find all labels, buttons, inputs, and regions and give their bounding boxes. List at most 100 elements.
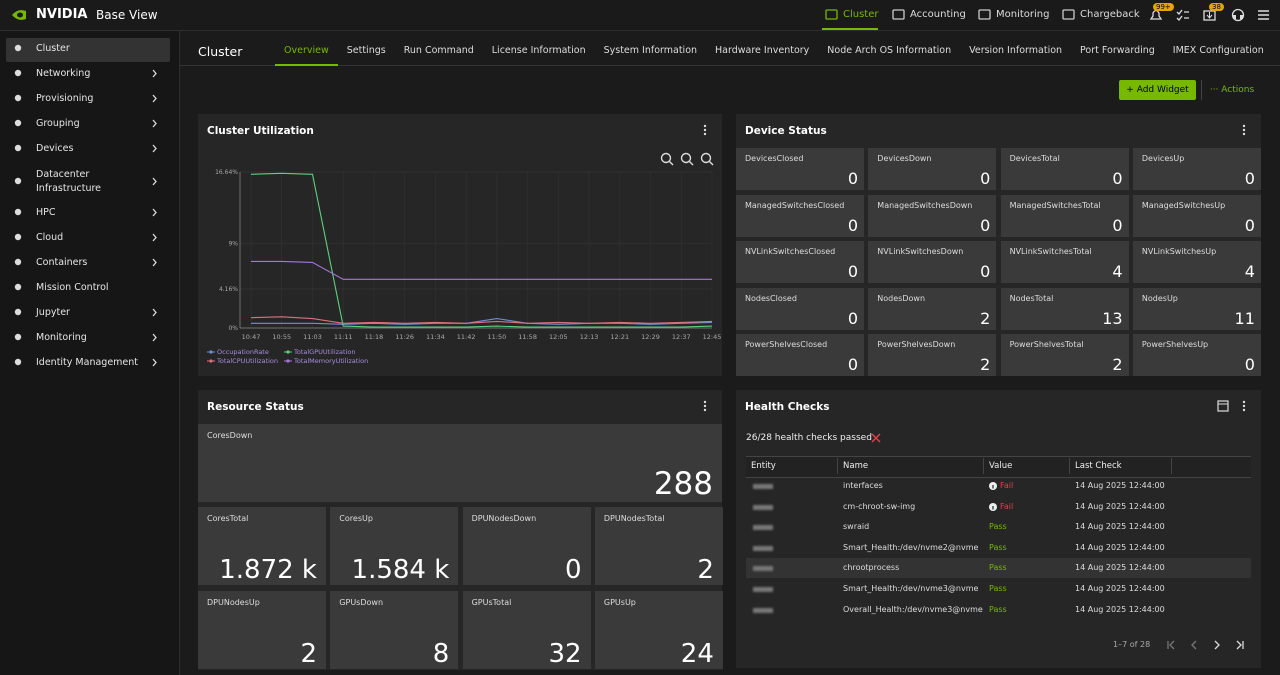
prev-page[interactable]: [1189, 640, 1203, 654]
chevron[interactable]: [150, 94, 164, 108]
fail-icon: [871, 433, 885, 447]
nav-link[interactable]: Chargeback: [1080, 9, 1140, 20]
card-menu[interactable]: [701, 400, 715, 414]
tab[interactable]: Settings: [338, 45, 395, 64]
sidebar-item[interactable]: Cloud: [36, 232, 63, 243]
tab[interactable]: Port Forwarding: [1071, 45, 1164, 64]
tasks[interactable]: [1176, 8, 1190, 22]
add-widget-button[interactable]: + Add Widget: [1119, 80, 1196, 100]
chevron[interactable]: [150, 144, 164, 158]
legend-label: TotalGPUUtilization: [293, 348, 355, 356]
sidebar-item[interactable]: Datacenter Infrastructure: [36, 168, 116, 196]
tile-value: 1.872 k: [219, 555, 317, 585]
sidebar-item[interactable]: Mission Control: [36, 282, 109, 293]
nav-icon: [825, 8, 839, 22]
sidebar-item[interactable]: Devices: [36, 143, 73, 154]
x-tick-label: 11:18: [365, 333, 384, 341]
tab[interactable]: IMEX Configuration: [1164, 45, 1273, 64]
tile-value: 2: [300, 639, 317, 669]
y-tick-label: 0%: [228, 325, 238, 332]
tab[interactable]: Version Information: [960, 45, 1071, 64]
tile-label: GPUsDown: [339, 598, 383, 607]
chevron[interactable]: [150, 358, 164, 372]
x-tick-label: 12:29: [641, 333, 660, 341]
status-tile: DevicesTotal0: [1001, 148, 1129, 190]
x-tick-label: 12:05: [549, 333, 568, 341]
tab[interactable]: Overview: [275, 45, 338, 66]
sidebar-item[interactable]: Jupyter: [36, 307, 70, 318]
chevron[interactable]: [150, 119, 164, 133]
sidebar-item[interactable]: Networking: [36, 68, 90, 79]
tab[interactable]: System Information: [595, 45, 706, 64]
sidebar-icon: [14, 233, 28, 247]
x-tick-label: 11:58: [518, 333, 537, 341]
table-view[interactable]: [1217, 400, 1231, 414]
legend-label: TotalMemoryUtilization: [293, 357, 368, 365]
tile-value: 0: [848, 309, 858, 328]
chevron[interactable]: [150, 233, 164, 247]
chevron[interactable]: [150, 333, 164, 347]
tile-label: DPUNodesDown: [472, 514, 537, 523]
entity-redacted: [753, 587, 773, 592]
x-tick-label: 11:42: [457, 333, 476, 341]
tile-label: PowerShelvesUp: [1142, 340, 1208, 349]
sidebar-item[interactable]: Containers: [36, 257, 87, 268]
tab[interactable]: License Information: [483, 45, 595, 64]
y-tick-label: 4.16%: [219, 286, 238, 293]
first-page[interactable]: [1166, 640, 1180, 654]
sidebar-item[interactable]: Identity Management: [36, 357, 138, 368]
nvidia-logo: [12, 8, 26, 22]
tab[interactable]: Hardware Inventory: [706, 45, 818, 64]
nav-link[interactable]: Accounting: [910, 9, 966, 20]
x-tick-label: 11:50: [487, 333, 506, 341]
chevron[interactable]: [150, 177, 164, 191]
resource-tile: GPUsDown8: [330, 591, 458, 669]
card: Cluster Utilization0%4.16%9%16.64%10:471…: [198, 114, 722, 376]
entity-redacted: [753, 566, 773, 571]
tab[interactable]: Node Arch OS Information: [818, 45, 960, 64]
sidebar-item[interactable]: Monitoring: [36, 332, 87, 343]
column-header: Entity: [751, 461, 776, 471]
tile-label: ManagedSwitchesTotal: [1010, 201, 1101, 210]
tile-value: 0: [565, 555, 582, 585]
status-tile: PowerShelvesClosed0: [736, 334, 864, 376]
product: Base View: [96, 8, 158, 22]
status-tile: NodesDown2: [868, 288, 996, 330]
status-tile: ManagedSwitchesClosed0: [736, 195, 864, 237]
nav-link[interactable]: Cluster: [843, 9, 879, 20]
data-line: [251, 173, 712, 327]
sidebar-item[interactable]: Cluster: [36, 43, 70, 54]
sidebar-item[interactable]: Grouping: [36, 118, 80, 129]
x-tick-label: 10:55: [272, 333, 291, 341]
last-page[interactable]: [1235, 640, 1249, 654]
card-menu[interactable]: [1240, 124, 1254, 138]
sidebar-icon: [14, 258, 28, 272]
sidebar-icon: [14, 177, 28, 191]
next-page[interactable]: [1212, 640, 1226, 654]
tile-label: DPUNodesUp: [207, 598, 260, 607]
tab[interactable]: Workload Uti: [1273, 45, 1280, 64]
tile-label: GPUsUp: [604, 598, 636, 607]
chevron[interactable]: [150, 69, 164, 83]
card-menu[interactable]: [1240, 400, 1254, 414]
last-check: 14 Aug 2025 12:44:00: [1075, 522, 1165, 531]
chevron[interactable]: [150, 258, 164, 272]
sidebar-item[interactable]: Provisioning: [36, 93, 93, 104]
sidebar-item[interactable]: HPC: [36, 207, 56, 218]
tile-label: NodesClosed: [745, 294, 797, 303]
chevron[interactable]: [150, 308, 164, 322]
help[interactable]: [1231, 8, 1245, 22]
status-tile: DevicesUp0: [1133, 148, 1261, 190]
nav-icon: [978, 8, 992, 22]
nav-link[interactable]: Monitoring: [996, 9, 1049, 20]
actions-button[interactable]: ··· Actions: [1201, 80, 1262, 100]
tile-label: ManagedSwitchesDown: [877, 201, 972, 210]
resource-tile: GPUsTotal32: [463, 591, 591, 669]
status-tile: NodesTotal13: [1001, 288, 1129, 330]
chevron[interactable]: [150, 208, 164, 222]
x-tick-label: 12:37: [672, 333, 691, 341]
chart: 0%4.16%9%16.64%10:4710:5511:0311:1111:18…: [198, 114, 722, 376]
check-value: Fail: [1000, 502, 1013, 511]
tab[interactable]: Run Command: [395, 45, 483, 64]
menu[interactable]: [1257, 8, 1271, 22]
